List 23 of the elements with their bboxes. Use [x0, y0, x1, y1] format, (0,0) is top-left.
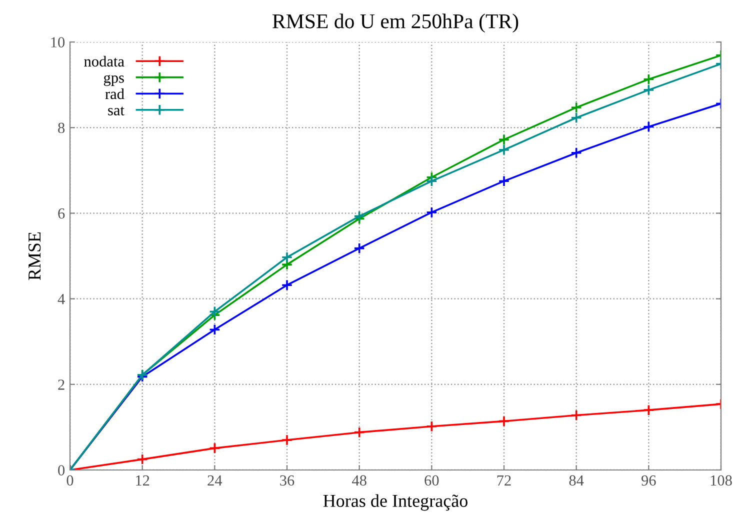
x-tick-label: 108	[710, 475, 732, 486]
y-tick-label: 8	[58, 122, 65, 134]
x-axis-title: Horas de Integração	[323, 494, 468, 511]
legend-label: gps	[104, 74, 124, 86]
y-tick-label: 2	[58, 380, 64, 390]
x-tick-label: 96	[642, 475, 656, 486]
legend-label: nodata	[84, 56, 124, 67]
x-tick-label: 72	[497, 475, 511, 486]
y-axis-title: RMSE	[28, 232, 41, 280]
x-tick-label: 12	[136, 475, 150, 486]
x-tick-label: 24	[208, 475, 222, 486]
x-tick-label: 0	[66, 475, 74, 486]
x-tick-label: 36	[280, 475, 294, 486]
x-tick-label: 84	[569, 475, 584, 486]
y-tick-label: 4	[58, 294, 65, 304]
x-tick-label: 60	[424, 475, 439, 486]
chart-title: RMSE do U em 250hPa (TR)	[272, 14, 518, 33]
legend-label: sat	[108, 106, 124, 116]
y-tick-label: 10	[51, 37, 65, 48]
legend-label: rad	[105, 88, 124, 100]
y-tick-label: 0	[58, 465, 65, 476]
y-tick-label: 6	[58, 208, 65, 219]
x-tick-label: 48	[352, 475, 366, 486]
